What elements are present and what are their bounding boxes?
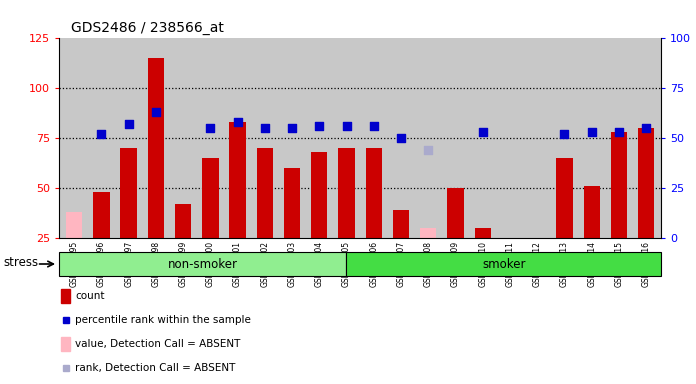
Bar — [202, 158, 219, 238]
Bar — [365, 148, 382, 238]
Bar — [284, 168, 300, 238]
Bar — [475, 228, 491, 238]
Bar — [175, 204, 191, 238]
Bar — [311, 152, 328, 238]
Bar — [393, 210, 409, 238]
Point — [586, 129, 597, 135]
Bar — [61, 338, 70, 351]
Point — [123, 121, 134, 127]
Bar — [257, 148, 273, 238]
Bar — [148, 58, 164, 238]
Bar — [556, 158, 573, 238]
Text: value, Detection Call = ABSENT: value, Detection Call = ABSENT — [75, 339, 241, 349]
Bar — [93, 192, 109, 238]
Point — [314, 123, 325, 129]
Point — [150, 109, 161, 115]
Point — [395, 135, 406, 141]
Text: GDS2486 / 238566_at: GDS2486 / 238566_at — [71, 21, 224, 35]
Text: rank, Detection Call = ABSENT: rank, Detection Call = ABSENT — [75, 363, 236, 373]
Bar — [66, 212, 82, 238]
Text: count: count — [75, 291, 105, 301]
Bar — [59, 252, 347, 276]
Point — [260, 125, 271, 131]
Text: non-smoker: non-smoker — [168, 258, 238, 270]
Point — [613, 129, 624, 135]
Bar — [61, 290, 70, 303]
Bar — [420, 228, 436, 238]
Text: smoker: smoker — [482, 258, 525, 270]
Bar — [448, 188, 464, 238]
Bar — [347, 252, 661, 276]
Point — [422, 147, 434, 153]
Bar — [120, 148, 137, 238]
Point — [477, 129, 489, 135]
Point — [287, 125, 298, 131]
Point — [205, 125, 216, 131]
Bar — [638, 128, 654, 238]
Text: percentile rank within the sample: percentile rank within the sample — [75, 315, 251, 325]
Point — [96, 131, 107, 137]
Bar — [611, 132, 627, 238]
Bar — [338, 148, 355, 238]
Text: stress: stress — [3, 256, 38, 269]
Point — [341, 123, 352, 129]
Bar — [230, 122, 246, 238]
Point — [368, 123, 379, 129]
Bar — [583, 186, 600, 238]
Point — [232, 119, 243, 125]
Point — [559, 131, 570, 137]
Point — [640, 125, 651, 131]
